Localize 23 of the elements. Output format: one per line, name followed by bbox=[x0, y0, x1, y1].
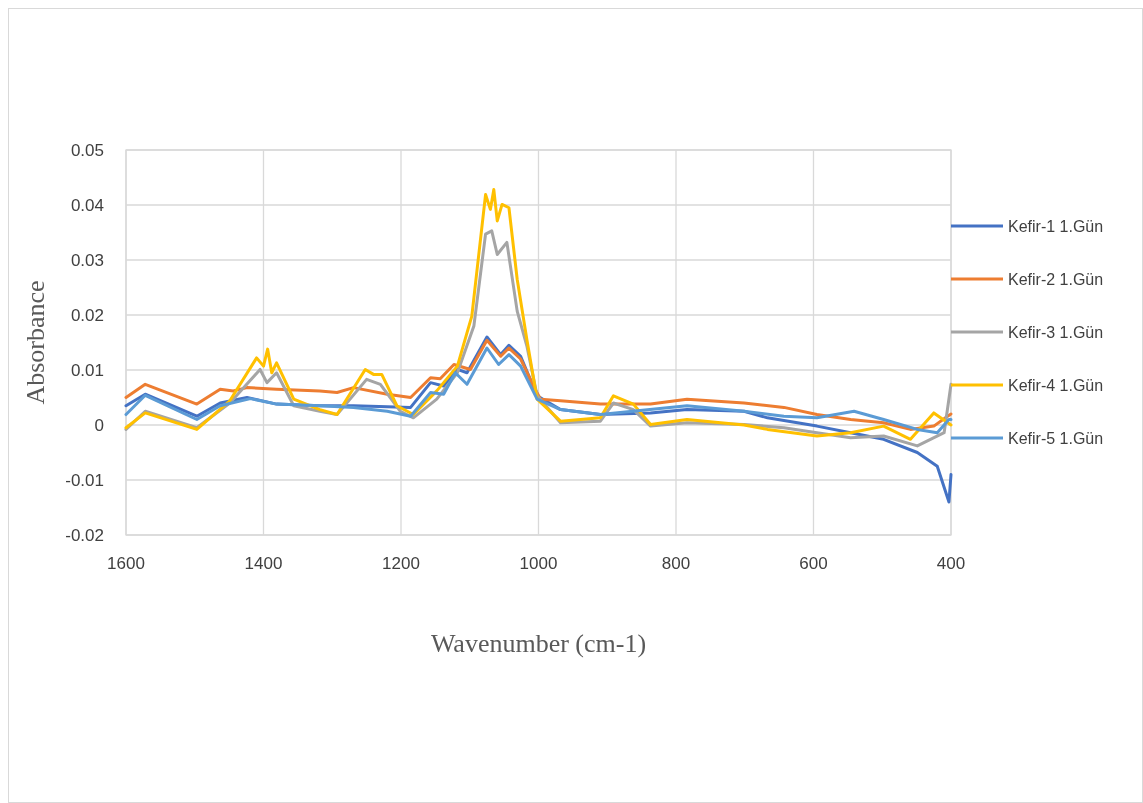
x-tick-label: 1200 bbox=[382, 554, 420, 573]
x-tick-label: 1400 bbox=[244, 554, 283, 573]
y-tick-label: 0 bbox=[94, 415, 104, 435]
x-tick-label: 800 bbox=[661, 554, 691, 573]
line-series bbox=[124, 188, 953, 441]
legend-label: Kefir-5 1.Gün bbox=[1008, 429, 1104, 447]
y-axis-title: Absorbance bbox=[21, 280, 50, 405]
legend-label: Kefir-3 1.Gün bbox=[1008, 323, 1104, 341]
y-tick-label: -0.01 bbox=[65, 470, 104, 490]
y-tick-label: 0.01 bbox=[70, 360, 104, 380]
x-tick-label: 400 bbox=[936, 554, 966, 573]
y-tick-label: 0.04 bbox=[70, 195, 104, 215]
legend-label: Kefir-1 1.Gün bbox=[1008, 217, 1104, 235]
x-tick-label: 1000 bbox=[519, 554, 558, 573]
y-tick-label: 0.03 bbox=[70, 250, 104, 270]
legend-label: Kefir-2 1.Gün bbox=[1008, 270, 1104, 288]
x-tick-label: 600 bbox=[799, 554, 828, 573]
y-tick-label: -0.02 bbox=[65, 525, 104, 545]
legend-label: Kefir-4 1.Gün bbox=[1008, 376, 1104, 394]
y-tick-label: 0.05 bbox=[70, 140, 104, 160]
x-axis-title: Wavenumber (cm-1) bbox=[430, 629, 647, 658]
x-tick-label: 1600 bbox=[107, 554, 145, 573]
y-tick-label: 0.02 bbox=[70, 305, 104, 325]
